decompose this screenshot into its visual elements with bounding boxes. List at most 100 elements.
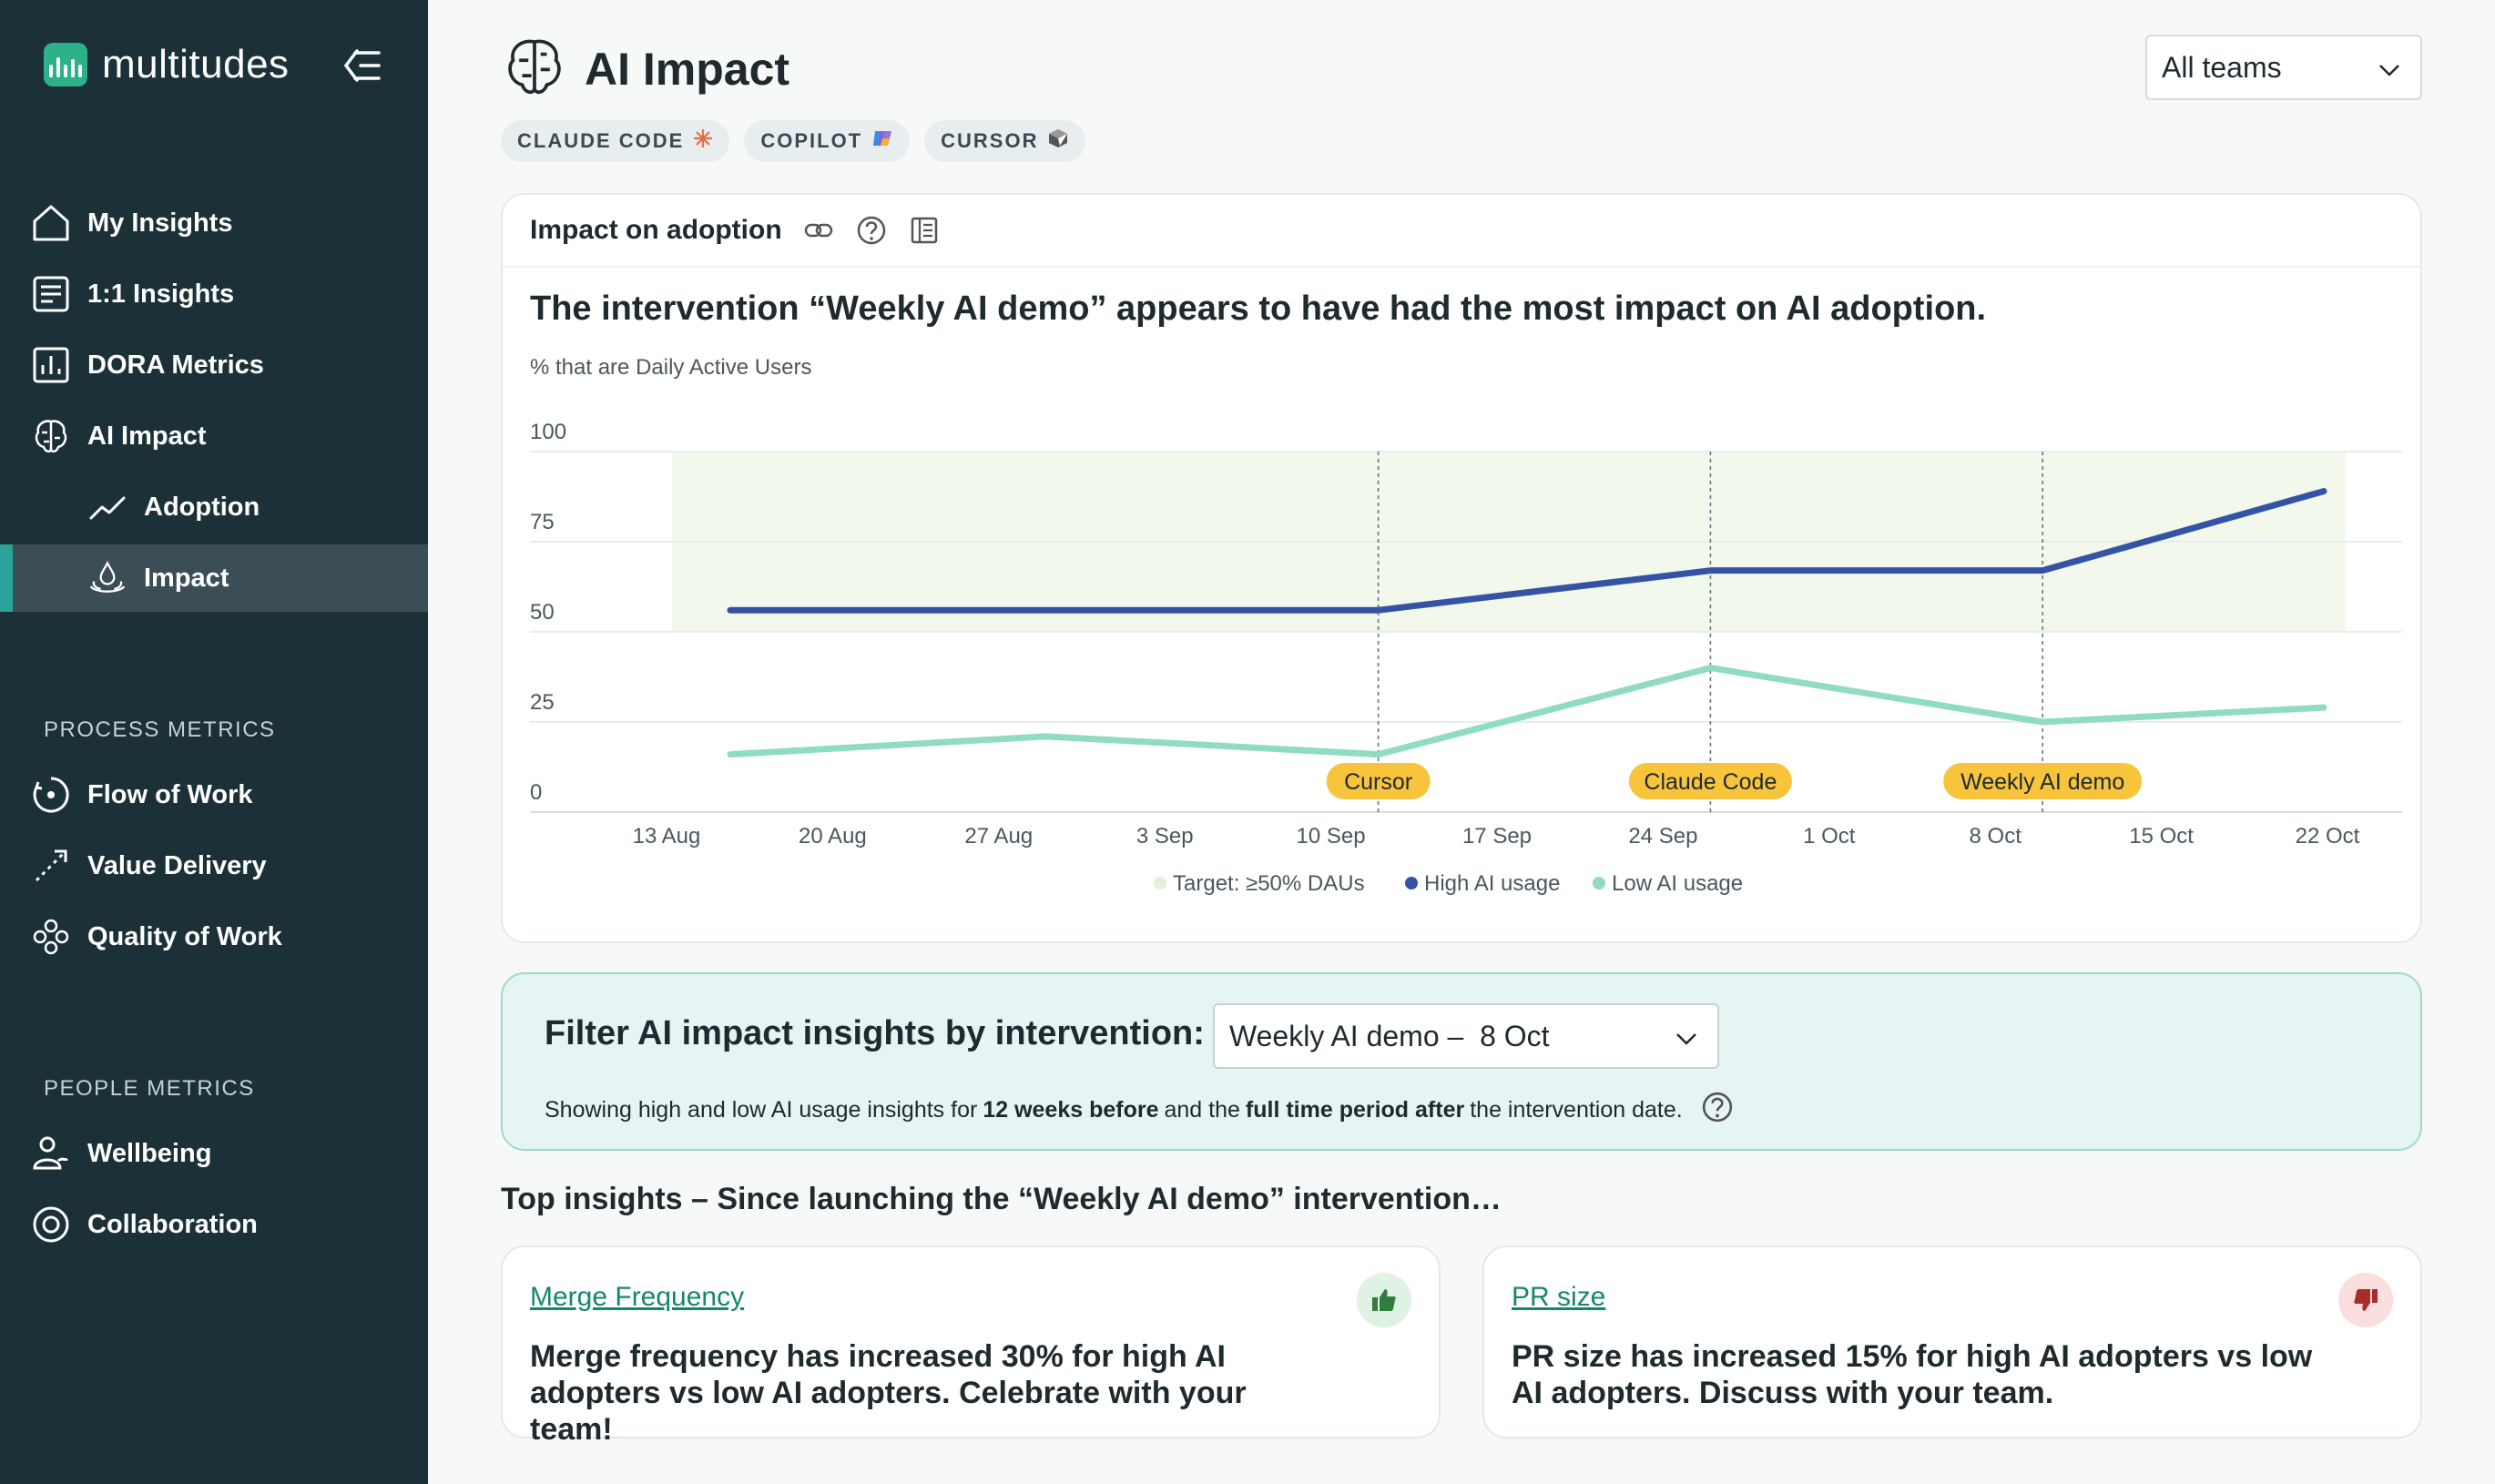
x-tick-label: 3 Sep xyxy=(1136,824,1194,849)
y-tick-label: 25 xyxy=(530,690,555,715)
legend-swatch xyxy=(1593,877,1605,889)
sidebar-item-quality-of-work[interactable]: Quality of Work xyxy=(0,903,428,971)
intervention-marker xyxy=(1628,763,1792,799)
brand[interactable]: multitudes xyxy=(44,42,290,87)
sidebar-item-one-on-one-insights[interactable]: 1:1 Insights xyxy=(0,260,428,328)
intervention-select[interactable]: Weekly AI demo – 8 Oct xyxy=(1213,1003,1719,1069)
intervention-marker-label: Cursor xyxy=(1344,769,1412,795)
filter-note-text: Showing high and low AI usage insights f… xyxy=(545,1097,978,1123)
y-tick-label: 75 xyxy=(530,510,555,534)
card-title: Impact on adoption xyxy=(530,215,782,245)
collapse-sidebar-icon[interactable] xyxy=(339,47,382,84)
sidebar-item-impact[interactable]: Impact xyxy=(0,544,428,612)
sidebar-item-label: AI Impact xyxy=(87,421,207,451)
sidebar-item-label: Impact xyxy=(144,563,229,593)
home-icon xyxy=(31,203,71,243)
chip-label: CURSOR xyxy=(941,129,1039,152)
y-axis-caption: % that are Daily Active Users xyxy=(530,355,812,380)
document-icon xyxy=(31,274,71,314)
filter-title: Filter AI impact insights by interventio… xyxy=(545,1014,1205,1052)
brain-icon xyxy=(501,33,568,105)
impact-on-adoption-card: Impact on adoption The intervention “Wee… xyxy=(501,193,2422,943)
y-tick-label: 0 xyxy=(530,780,542,805)
intervention-marker xyxy=(1326,763,1431,799)
sidebar-item-wellbeing[interactable]: Wellbeing xyxy=(0,1120,428,1187)
multitudes-logo-icon xyxy=(44,43,87,86)
help-icon[interactable] xyxy=(855,214,888,247)
y-tick-label: 100 xyxy=(530,420,566,444)
chip-cursor: CURSOR xyxy=(924,120,1086,162)
section-label-process-metrics: PROCESS METRICS xyxy=(44,717,276,742)
bar-chart-icon xyxy=(31,345,71,385)
claude-sparkle-icon xyxy=(693,128,713,154)
intervention-marker-label: Claude Code xyxy=(1644,769,1777,795)
filter-note: Showing high and low AI usage insights f… xyxy=(545,1091,1734,1130)
dotted-arrow-icon xyxy=(31,846,71,886)
flower-icon xyxy=(31,917,71,957)
team-select-value: All teams xyxy=(2162,50,2282,84)
link-icon[interactable] xyxy=(802,214,835,247)
sidebar-item-value-delivery[interactable]: Value Delivery xyxy=(0,832,428,900)
chevron-down-icon xyxy=(1674,1025,1699,1059)
team-select[interactable]: All teams xyxy=(2145,35,2422,100)
filter-note-bold: 12 weeks before xyxy=(983,1097,1159,1123)
notes-icon[interactable] xyxy=(908,214,941,247)
chip-label: COPILOT xyxy=(760,129,863,152)
sidebar-item-my-insights[interactable]: My Insights xyxy=(0,189,428,257)
sidebar-item-collaboration[interactable]: Collaboration xyxy=(0,1191,428,1258)
filter-note-text: the intervention date. xyxy=(1470,1097,1683,1123)
x-tick-label: 13 Aug xyxy=(633,824,701,849)
section-label-people-metrics: PEOPLE METRICS xyxy=(44,1076,255,1101)
x-tick-label: 22 Oct xyxy=(2296,824,2360,849)
x-tick-label: 24 Sep xyxy=(1628,824,1697,849)
insight-metric-link[interactable]: Merge Frequency xyxy=(530,1282,745,1312)
thumbs-up-icon xyxy=(1357,1273,1411,1327)
legend-label: Target: ≥50% DAUs xyxy=(1173,871,1365,896)
main-content: AI Impact All teams CLAUDE CODE COPILOT … xyxy=(428,0,2495,1484)
adoption-line-chart: 0 25 50 75 100 13 Aug 20 Aug 27 Aug 3 Sep 10 Sep 1… xyxy=(530,420,2402,896)
trend-line-icon xyxy=(87,487,127,527)
filter-note-text: and the xyxy=(1164,1097,1240,1123)
series-line-low-ai-usage xyxy=(727,665,2327,758)
sidebar-item-label: DORA Metrics xyxy=(87,350,264,380)
help-icon[interactable] xyxy=(1701,1091,1734,1130)
sidebar-item-adoption[interactable]: Adoption xyxy=(0,473,428,541)
sidebar-item-ai-impact[interactable]: AI Impact xyxy=(0,402,428,470)
chevron-down-icon xyxy=(2377,56,2402,90)
chip-label: CLAUDE CODE xyxy=(517,129,685,152)
filter-note-bold: full time period after xyxy=(1245,1097,1465,1123)
top-insights-title: Top insights – Since launching the “Week… xyxy=(501,1182,1502,1216)
sidebar-item-flow-of-work[interactable]: Flow of Work xyxy=(0,761,428,828)
x-tick-label: 20 Aug xyxy=(799,824,867,849)
insight-text: Merge frequency has increased 30% for hi… xyxy=(530,1339,1247,1447)
y-tick-label: 50 xyxy=(530,600,555,625)
x-tick-label: 27 Aug xyxy=(964,824,1033,849)
insight-metric-link[interactable]: PR size xyxy=(1512,1282,1606,1312)
x-tick-label: 15 Oct xyxy=(2129,824,2194,849)
sidebar-item-label: Adoption xyxy=(144,492,260,522)
intervention-marker xyxy=(1943,763,2143,799)
sidebar-item-label: Wellbeing xyxy=(87,1138,212,1168)
sidebar-item-label: Value Delivery xyxy=(87,850,267,880)
page-title: AI Impact xyxy=(585,43,790,95)
sidebar-item-label: Quality of Work xyxy=(87,921,282,951)
brain-icon xyxy=(31,416,71,456)
circular-flow-icon xyxy=(31,775,71,815)
page-header: AI Impact xyxy=(501,33,789,105)
legend-label: High AI usage xyxy=(1424,871,1560,896)
ripple-drop-icon xyxy=(87,558,127,598)
sidebar-item-label: Collaboration xyxy=(87,1209,258,1239)
person-icon xyxy=(31,1133,71,1174)
x-tick-label: 17 Sep xyxy=(1462,824,1532,849)
sidebar-item-label: 1:1 Insights xyxy=(87,279,235,309)
sidebar-item-dora-metrics[interactable]: DORA Metrics xyxy=(0,331,428,399)
intervention-marker-label: Weekly AI demo xyxy=(1960,769,2124,795)
legend-swatch xyxy=(1405,877,1418,889)
x-tick-label: 1 Oct xyxy=(1803,824,1856,849)
sidebar: multitudes My Insights 1:1 Insights DORA… xyxy=(0,0,428,1484)
brand-name: multitudes xyxy=(102,42,290,86)
intervention-filter-panel: Filter AI impact insights by interventio… xyxy=(501,972,2422,1151)
legend-label: Low AI usage xyxy=(1612,871,1743,896)
x-tick-label: 8 Oct xyxy=(1970,824,2022,849)
x-tick-label: 10 Sep xyxy=(1297,824,1366,849)
